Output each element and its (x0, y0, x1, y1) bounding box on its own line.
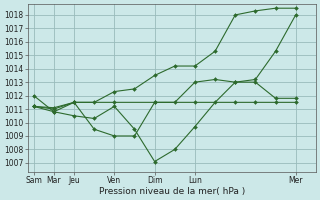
X-axis label: Pression niveau de la mer( hPa ): Pression niveau de la mer( hPa ) (99, 187, 245, 196)
